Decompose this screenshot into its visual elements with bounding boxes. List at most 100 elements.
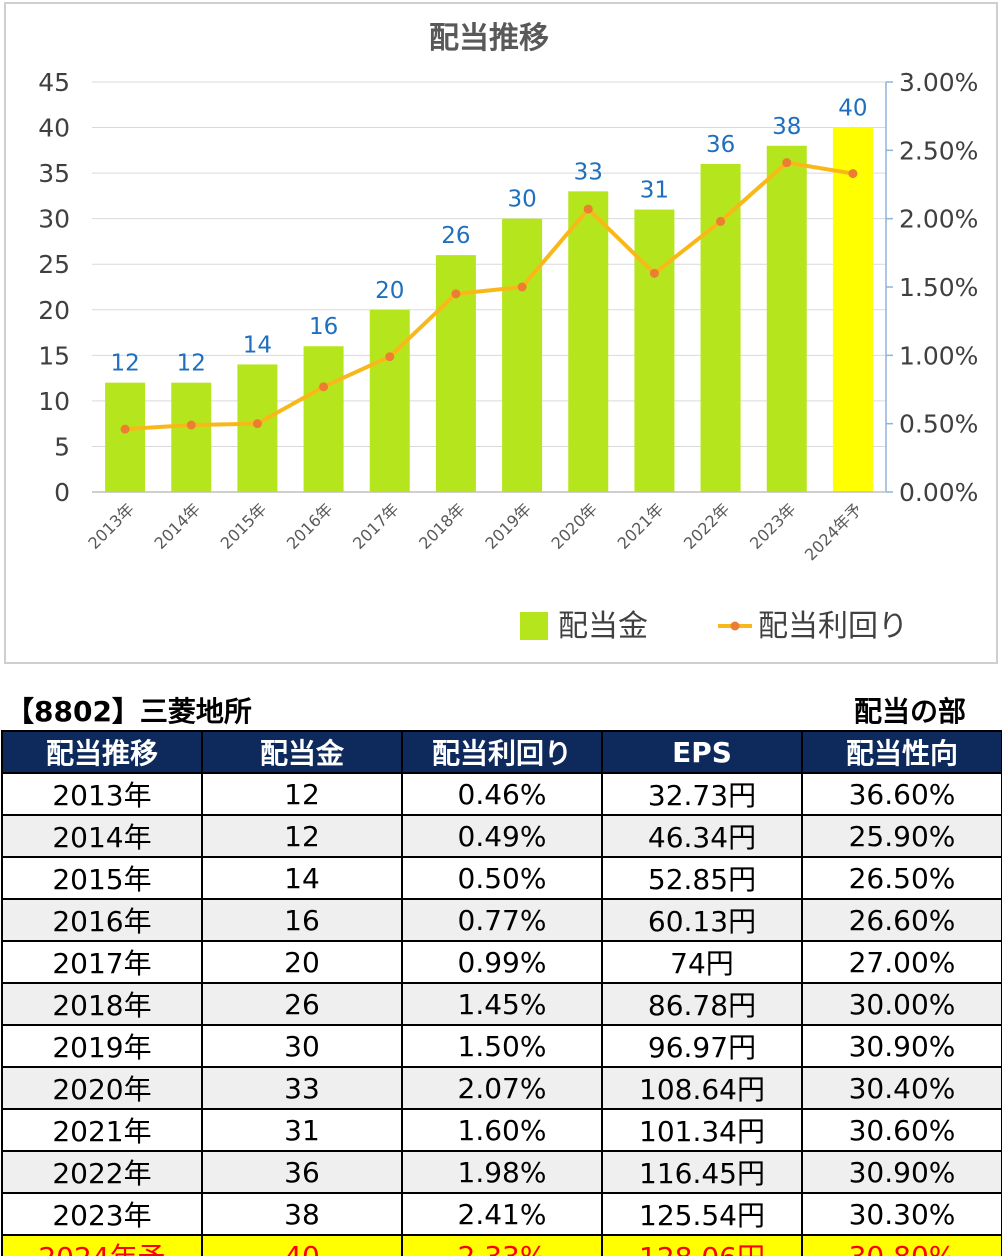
bar	[237, 364, 278, 492]
table-row: 2024年予402.33%128.06円30.80%	[1, 1234, 1002, 1256]
x-tick-label: 2016年	[283, 499, 337, 553]
cell-eps: 108.64円	[601, 1066, 803, 1110]
x-tick-label: 2013年	[84, 499, 138, 553]
bar-data-label: 14	[243, 332, 272, 358]
yield-point	[186, 420, 196, 430]
yield-point	[583, 204, 593, 214]
y-right-tick-label: 2.00%	[899, 205, 978, 234]
y-left-tick-label: 25	[38, 250, 70, 279]
header-yield: 配当利回り	[401, 730, 603, 774]
yield-point	[319, 382, 329, 392]
table-body: 2013年 12 0.46% 32.73円 36.60% 2014年 12 0.49% 46.3…	[1, 772, 1002, 1256]
x-tick-label: 2022年	[680, 499, 734, 553]
bar	[303, 346, 344, 492]
y-left-tick-label: 0	[54, 478, 70, 507]
yield-point	[451, 289, 461, 299]
bar-data-label: 40	[838, 96, 867, 122]
cell-eps: 101.34円	[601, 1108, 803, 1152]
x-tick-label: 2020年	[548, 499, 602, 553]
bar-data-label: 20	[375, 278, 404, 304]
cell-eps: 32.73円	[601, 772, 803, 816]
bar-data-label: 33	[574, 159, 603, 185]
bar-data-label: 12	[110, 351, 139, 377]
bar	[634, 209, 675, 493]
cell-payout: 25.90%	[801, 814, 1002, 858]
cell-dividend: 33	[201, 1066, 403, 1110]
dividend-table: 配当推移 配当金 配当利回り EPS 配当性向 2013年 12 0.46% 32.7…	[1, 730, 1002, 1256]
cell-year: 2021年	[1, 1108, 203, 1152]
yield-point	[848, 169, 858, 179]
y-left-tick-label: 45	[38, 68, 70, 97]
cell-yield: 0.49%	[401, 814, 603, 858]
y-right-tick-label: 1.00%	[899, 341, 978, 370]
cell-dividend: 38	[201, 1192, 403, 1236]
cell-payout: 30.80%	[801, 1234, 1002, 1256]
header-dividend: 配当金	[201, 730, 403, 774]
header-payout: 配当性向	[801, 730, 1002, 774]
chart-title: 配当推移	[429, 21, 549, 56]
cell-eps: 60.13円	[601, 898, 803, 942]
cell-year: 2017年	[1, 940, 203, 984]
cell-payout: 36.60%	[801, 772, 1002, 816]
legend-bar-swatch	[520, 612, 548, 640]
yield-point	[649, 268, 659, 278]
x-tick-label: 2018年	[415, 499, 469, 553]
table-row: 2015年 14 0.50% 52.85円 26.50%	[1, 856, 1002, 900]
dividend-chart: 配当推移 0 5 10 15 20 25 30 35 40 45 0.00% 0.50% 1.00% 1.5…	[4, 2, 998, 664]
cell-dividend: 12	[201, 772, 403, 816]
cell-payout: 30.60%	[801, 1108, 1002, 1152]
dividend-chart-svg: 配当推移 0 5 10 15 20 25 30 35 40 45 0.00% 0.50% 1.00% 1.5…	[38, 21, 978, 644]
table-caption: 【8802】三菱地所 配当の部	[6, 690, 996, 728]
cell-dividend: 36	[201, 1150, 403, 1194]
cell-yield: 2.07%	[401, 1066, 603, 1110]
cell-payout: 26.60%	[801, 898, 1002, 942]
table-row: 2016年 16 0.77% 60.13円 26.60%	[1, 898, 1002, 942]
bar-data-label: 36	[706, 132, 735, 158]
bar	[766, 145, 807, 492]
bar	[171, 382, 212, 492]
yield-line	[124, 160, 854, 432]
cell-dividend: 12	[201, 814, 403, 858]
bar	[700, 164, 741, 492]
cell-year: 2014年	[1, 814, 203, 858]
cell-yield: 1.98%	[401, 1150, 603, 1194]
bar-data-label: 38	[772, 114, 801, 140]
y-left-tick-label: 35	[38, 159, 70, 188]
bar	[832, 127, 873, 493]
cell-year: 2022年	[1, 1150, 203, 1194]
cell-yield: 1.50%	[401, 1024, 603, 1068]
cell-yield: 0.50%	[401, 856, 603, 900]
company-name: 【8802】三菱地所	[6, 695, 252, 728]
cell-payout: 30.30%	[801, 1192, 1002, 1236]
cell-year: 2019年	[1, 1024, 203, 1068]
table-row: 2020年 33 2.07% 108.64円 30.40%	[1, 1066, 1002, 1110]
cell-eps: 116.45円	[601, 1150, 803, 1194]
cell-payout: 30.40%	[801, 1066, 1002, 1110]
bar-data-label: 30	[507, 187, 536, 213]
cell-yield: 1.60%	[401, 1108, 603, 1152]
table-row: 2023年 38 2.41% 125.54円 30.30%	[1, 1192, 1002, 1236]
cell-payout: 27.00%	[801, 940, 1002, 984]
cell-payout: 30.90%	[801, 1024, 1002, 1068]
cell-dividend: 14	[201, 856, 403, 900]
x-tick-label: 2019年	[481, 499, 535, 553]
table-row: 2013年 12 0.46% 32.73円 36.60%	[1, 772, 1002, 816]
cell-yield: 0.99%	[401, 940, 603, 984]
cell-yield: 0.46%	[401, 772, 603, 816]
cell-eps: 52.85円	[601, 856, 803, 900]
cell-year: 2020年	[1, 1066, 203, 1110]
yield-point	[120, 424, 130, 434]
cell-year: 2015年	[1, 856, 203, 900]
cell-year: 2016年	[1, 898, 203, 942]
cell-yield: 2.41%	[401, 1192, 603, 1236]
cell-dividend: 40	[201, 1234, 403, 1256]
cell-yield: 1.45%	[401, 982, 603, 1026]
cell-yield: 0.77%	[401, 898, 603, 942]
table-row: 2017年 20 0.99% 74円 27.00%	[1, 940, 1002, 984]
header-eps: EPS	[601, 730, 803, 774]
bar	[568, 191, 609, 493]
x-tick-label: 2021年	[614, 499, 668, 553]
bar	[369, 309, 410, 492]
bar-data-label: 16	[309, 314, 338, 340]
legend-line-label: 配当利回り	[758, 609, 908, 644]
